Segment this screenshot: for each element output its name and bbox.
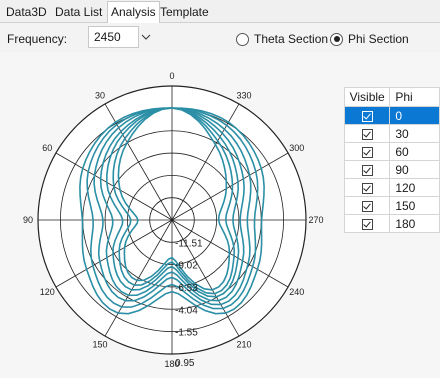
radial-tick-label: -4.04 [175,305,198,316]
angle-tick-label: 330 [236,90,251,100]
grid-spoke [104,219,173,337]
tab-data3d[interactable]: Data3D [6,5,47,19]
polar-trace-line [79,107,265,315]
visible-checkbox[interactable] [361,182,373,194]
phi-visibility-table: Visible Phi 0 30 60 90 120 150 180 [343,87,440,233]
visible-cell[interactable] [343,178,391,197]
grid-spoke [55,219,173,288]
grid-spoke [171,219,240,337]
phi-table-row[interactable]: 0 [343,106,440,125]
visible-cell[interactable] [343,160,391,179]
polar-grid [37,85,307,355]
phi-value-cell: 60 [389,142,440,161]
polar-trace-line [112,107,236,295]
visible-checkbox[interactable] [361,146,373,158]
polar-trace-line [105,107,240,298]
grid-spoke [171,103,240,221]
visible-cell[interactable] [343,214,391,233]
polar-trace-line [117,107,231,291]
phi-table-row[interactable]: 150 [343,196,440,215]
polar-trace-line [86,107,259,310]
visible-cell[interactable] [343,106,391,125]
theta-section-option[interactable]: Theta Section [236,32,328,46]
polar-trace-line [99,107,245,302]
visible-column-header: Visible [343,87,391,107]
phi-value-cell: 0 [389,106,440,125]
phi-table-row[interactable]: 180 [343,214,440,233]
angle-tick-label: 300 [289,143,304,153]
angle-tick-label: 270 [308,215,323,225]
polar-labels: 0 30 60 90 120 150 180 210 240 270 300 330 -11.51 -9.… [23,71,324,369]
angle-tick-label: 60 [42,143,52,153]
polar-chart: 0 30 60 90 120 150 180 210 240 270 300 330 -11.51 -9.… [23,71,324,369]
radial-tick-label: -1.55 [175,328,198,339]
visible-cell[interactable] [343,196,391,215]
theta-section-label: Theta Section [254,32,329,46]
angle-tick-label: 120 [40,287,55,297]
grid-spoke [104,103,173,221]
phi-table-row[interactable]: 120 [343,178,440,197]
theta-section-radio[interactable] [236,32,249,46]
phi-table-row[interactable]: 60 [343,142,440,161]
radial-tick-label: -9.02 [175,261,198,272]
visible-checkbox[interactable] [361,200,373,212]
tab-template[interactable]: Template [160,5,209,19]
chevron-down-icon [141,34,151,40]
tab-analysis[interactable]: Analysis [107,1,160,23]
phi-section-label: Phi Section [348,32,409,46]
polar-trace-line [93,107,252,306]
polar-plot-area: 0 30 60 90 120 150 180 210 240 270 300 330 -11.51 -9.… [0,52,440,378]
phi-value-cell: 150 [389,196,440,215]
phi-value-cell: 90 [389,160,440,179]
tab-strip: Data3D Data List Analysis Template [0,0,440,23]
phi-value-cell: 180 [389,214,440,233]
phi-value-cell: 30 [389,124,440,143]
phi-value-cell: 120 [389,178,440,197]
angle-tick-label: 90 [23,215,33,225]
visible-cell[interactable] [343,142,391,161]
radial-tick-label: -11.51 [175,238,203,249]
polar-traces [79,107,265,315]
visible-checkbox[interactable] [361,218,373,230]
visible-checkbox[interactable] [361,110,373,122]
visible-cell[interactable] [343,124,391,143]
phi-table-row[interactable]: 90 [343,160,440,179]
radial-tick-label: -6.53 [175,283,198,294]
angle-tick-label: 0 [169,71,174,81]
grid-spoke [171,152,289,221]
radial-tick-label: 0.95 [175,358,195,369]
angle-tick-label: 150 [92,340,107,350]
angle-tick-label: 30 [95,90,105,100]
phi-table-row[interactable]: 30 [343,124,440,143]
tab-data-list[interactable]: Data List [55,5,103,19]
phi-section-option[interactable]: Phi Section [330,32,409,46]
frequency-select[interactable]: 2450 [88,26,151,48]
visible-checkbox[interactable] [361,128,373,140]
angle-tick-label: 240 [289,287,304,297]
angle-tick-label: 210 [236,340,251,350]
phi-section-radio[interactable] [330,32,343,46]
angle-tick-label: 180 [164,359,179,369]
frequency-label: Frequency: [7,32,68,46]
phi-column-header: Phi [389,87,440,107]
visible-checkbox[interactable] [361,164,373,176]
frequency-value: 2450 [94,30,121,44]
